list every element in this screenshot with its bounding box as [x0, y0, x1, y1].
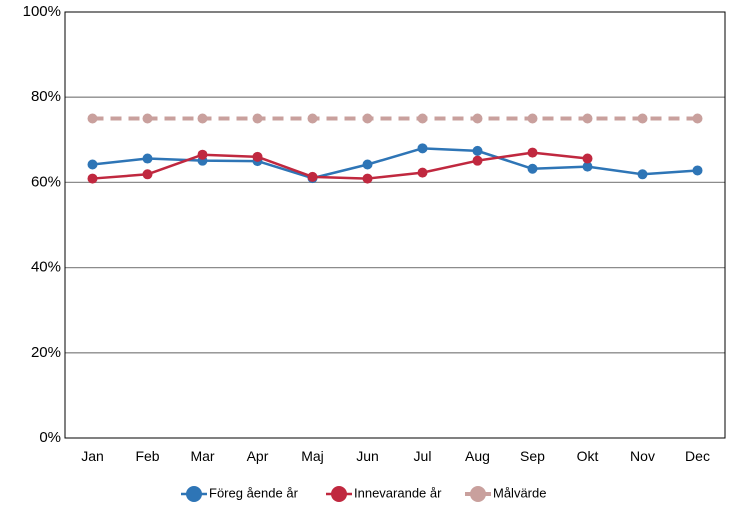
legend-item: Föreg ående år [181, 485, 299, 502]
series-line [92, 151, 588, 180]
legend-marker [186, 486, 202, 502]
data-point [637, 113, 648, 124]
data-point [197, 113, 208, 124]
y-tick-label: 0% [39, 429, 61, 446]
x-tick-label: Feb [135, 448, 159, 464]
y-tick-label: 40% [31, 259, 61, 276]
data-point [87, 113, 98, 124]
legend-label: Innevarande år [354, 485, 442, 500]
x-tick-label: Dec [685, 448, 710, 464]
data-point [692, 165, 703, 176]
data-point [472, 113, 483, 124]
data-point [142, 153, 153, 164]
data-point [252, 151, 263, 162]
legend-marker [331, 486, 347, 502]
y-tick-label: 100% [23, 3, 61, 20]
legend: Föreg ående år Innevarande år Målvärde [181, 485, 546, 502]
x-tick-label: Mar [190, 448, 214, 464]
data-point [527, 163, 538, 174]
data-point [582, 113, 593, 124]
data-point [417, 167, 428, 178]
x-tick-label: Jun [356, 448, 379, 464]
data-point [252, 113, 263, 124]
plot-area-border [64, 11, 726, 439]
y-tick-label: 60% [31, 173, 61, 190]
x-tick-label: Maj [301, 448, 324, 464]
gridlines [65, 96, 725, 354]
data-point [472, 145, 483, 156]
data-point [692, 113, 703, 124]
series-line [92, 147, 698, 180]
x-tick-label: Okt [577, 448, 599, 464]
series-lines [87, 113, 703, 184]
data-point [582, 161, 593, 172]
data-point [637, 169, 648, 180]
x-tick-label: Apr [247, 448, 269, 464]
y-tick-label: 80% [31, 88, 61, 105]
x-axis-ticks: Jan Feb Mar Apr Maj Jun Jul Aug Sep Okt Nov Dec [81, 448, 710, 464]
data-point [582, 153, 593, 164]
data-point [87, 159, 98, 170]
x-tick-label: Jan [81, 448, 104, 464]
series-1 [87, 147, 593, 184]
data-point [142, 169, 153, 180]
y-axis-ticks: 0% 20% 40% 60% 80% 100% [23, 3, 61, 446]
data-point [362, 173, 373, 184]
data-point [362, 159, 373, 170]
data-point [472, 155, 483, 166]
series-2 [87, 113, 703, 124]
data-point [417, 113, 428, 124]
data-point [362, 113, 373, 124]
data-point [307, 171, 318, 182]
data-point [142, 113, 153, 124]
data-point [527, 113, 538, 124]
x-tick-label: Jul [414, 448, 432, 464]
legend-label: Föreg ående år [209, 485, 299, 500]
x-tick-label: Sep [520, 448, 545, 464]
legend-item: Innevarande år [326, 485, 442, 502]
data-point [307, 113, 318, 124]
x-tick-label: Nov [630, 448, 655, 464]
legend-marker [470, 486, 486, 502]
data-point [87, 173, 98, 184]
data-point [527, 147, 538, 158]
legend-item: Målvärde [465, 485, 546, 502]
data-point [197, 149, 208, 160]
y-tick-label: 20% [31, 344, 61, 361]
data-point [417, 143, 428, 154]
x-tick-label: Aug [465, 448, 490, 464]
legend-label: Målvärde [493, 485, 546, 500]
